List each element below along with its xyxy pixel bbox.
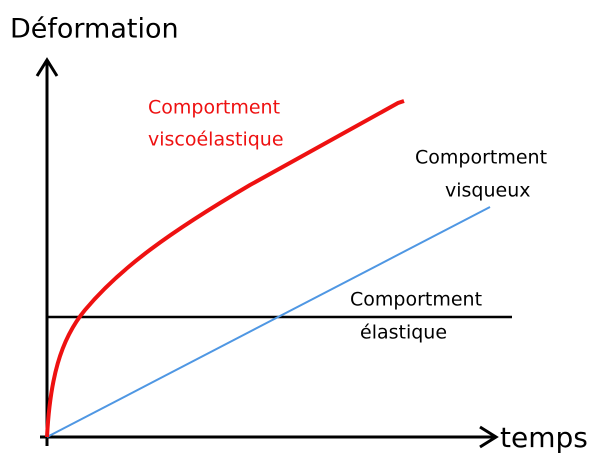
y-axis-arrow [35, 57, 59, 77]
x-axis-arrow [479, 425, 499, 449]
viscoelastic-curve [45, 99, 405, 438]
curve-label: Comportment [148, 97, 280, 119]
curve-label: élastique [360, 322, 447, 344]
curve-label: visqueux [445, 180, 531, 202]
y-axis-label: Déformation [10, 14, 179, 45]
curve-label: viscoélastique [148, 129, 284, 151]
x-axis-label: temps [500, 421, 588, 453]
curve-label: Comportment [415, 147, 547, 169]
viscous-line [46, 206, 491, 438]
curve-label: Comportment [350, 289, 482, 311]
